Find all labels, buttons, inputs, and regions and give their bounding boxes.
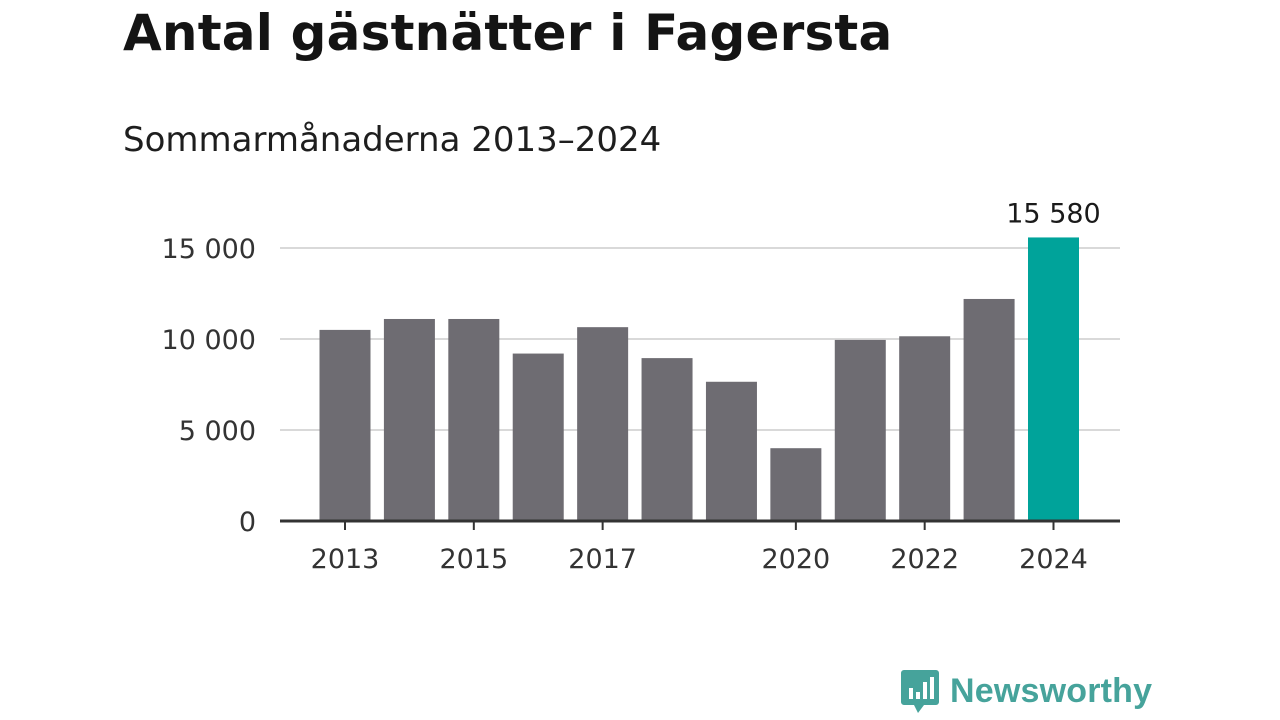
x-tick-label: 2013 [311,544,380,575]
x-tick-label: 2015 [439,544,508,575]
x-tick-label: 2020 [762,544,831,575]
y-tick-label: 15 000 [162,234,256,265]
bar [963,298,1015,521]
bar [448,318,500,521]
newsworthy-logo-icon [901,670,939,713]
bar [319,329,371,521]
x-tick-label: 2022 [890,544,959,575]
x-tick-label: 2024 [1019,544,1088,575]
brand-logo: Newsworthy [900,668,1152,714]
brand-name: Newsworthy [950,671,1153,710]
bar [834,339,886,521]
chart-title: Antal gästnätter i Fagersta [123,4,893,62]
bar [705,381,757,521]
x-tick-label: 2017 [568,544,637,575]
bar [641,358,693,521]
y-tick-label: 0 [239,507,256,538]
bar-chart: 0 5 000 10 000 15 000 2013 2015 2017 2020 2022 20… [162,198,1120,575]
bar [383,318,435,521]
bar [512,353,564,521]
chart-subtitle: Sommarmånaderna 2013–2024 [123,120,662,160]
y-tick-label: 10 000 [162,325,256,356]
bar [1028,237,1079,521]
bar [577,327,629,521]
bar [899,336,951,521]
y-tick-label: 5 000 [179,416,256,447]
data-label: 15 580 [1006,198,1100,229]
bar [770,448,822,521]
